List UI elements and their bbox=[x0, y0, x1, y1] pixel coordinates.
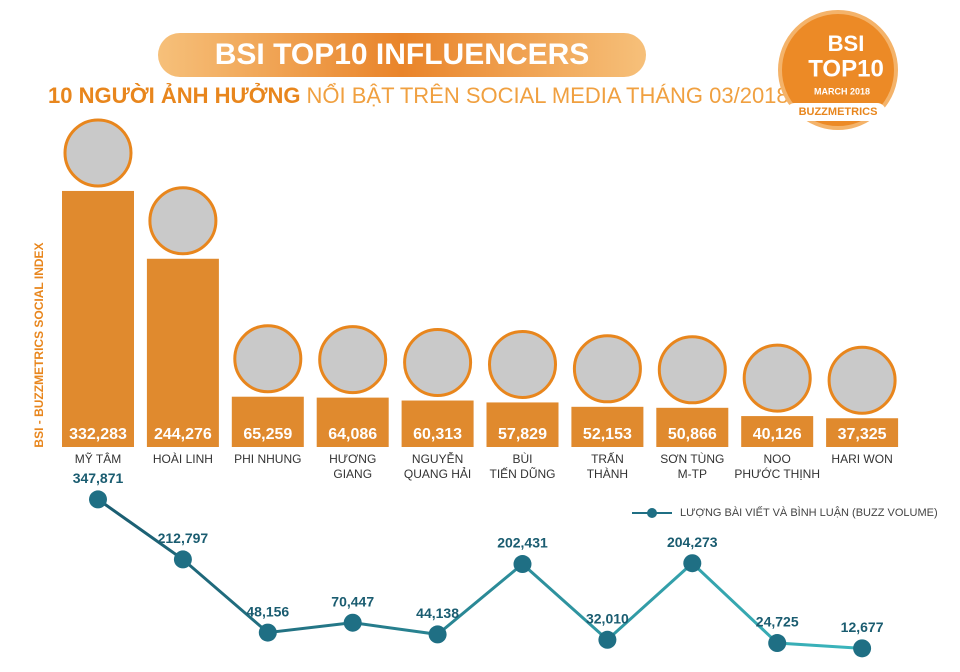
bar bbox=[571, 406, 644, 447]
line-value-label: 48,156 bbox=[246, 603, 289, 619]
photo bbox=[827, 345, 897, 415]
x-tick-label: HARI WON bbox=[831, 452, 892, 466]
title-pill bbox=[158, 33, 646, 77]
bar bbox=[656, 407, 729, 447]
value-label: 37,325 bbox=[838, 426, 887, 443]
line-value-label: 70,447 bbox=[331, 593, 374, 609]
photo bbox=[742, 343, 812, 413]
bar bbox=[826, 418, 899, 447]
x-tick-label: BÙI bbox=[512, 451, 532, 466]
legend-label: LƯỢNG BÀI VIẾT VÀ BÌNH LUẬN (BUZZ VOLUME… bbox=[680, 506, 938, 519]
photo bbox=[488, 329, 557, 399]
photo bbox=[657, 335, 727, 405]
line-marker bbox=[598, 630, 617, 649]
x-tick-label: MỸ TÂM bbox=[75, 451, 121, 466]
line-marker bbox=[89, 490, 107, 509]
line-value-label: 12,677 bbox=[841, 619, 884, 635]
value-label: 65,259 bbox=[243, 426, 292, 443]
line-marker bbox=[258, 623, 277, 642]
bar bbox=[62, 190, 134, 447]
x-tick-label: HƯƠNG bbox=[329, 452, 376, 466]
x-tick-label: PHI NHUNG bbox=[234, 452, 301, 466]
badge-text: TOP10 bbox=[808, 55, 884, 82]
badge-circle bbox=[778, 10, 898, 130]
photo bbox=[148, 186, 218, 256]
badge-text: MARCH 2018 bbox=[814, 86, 870, 96]
bar bbox=[741, 416, 814, 447]
value-label: 64,086 bbox=[328, 426, 377, 443]
value-label: 332,283 bbox=[69, 426, 127, 443]
x-tick-label: TIẾN DŨNG bbox=[490, 466, 556, 481]
legend-marker bbox=[647, 508, 657, 518]
bar bbox=[486, 402, 559, 447]
line-marker bbox=[173, 550, 192, 569]
x-tick-label: NOO bbox=[764, 452, 791, 466]
chart-subtitle: 10 NGƯỜI ẢNH HƯỞNG NỔI BẬT TRÊN SOCIAL ME… bbox=[48, 83, 789, 108]
x-tick-label: THÀNH bbox=[587, 466, 628, 481]
x-tick-label: SƠN TÙNG bbox=[660, 451, 724, 466]
line-value-label: 212,797 bbox=[158, 530, 209, 546]
value-label: 50,866 bbox=[668, 426, 717, 443]
photo bbox=[572, 334, 642, 404]
badge-text: BSI bbox=[828, 31, 865, 56]
value-label: 52,153 bbox=[583, 426, 632, 443]
badge-text: BUZZMETRICS bbox=[799, 106, 878, 118]
line-value-label: 202,431 bbox=[497, 535, 548, 551]
photo bbox=[233, 324, 303, 394]
x-tick-label: M-TP bbox=[678, 467, 707, 481]
line-value-label: 347,871 bbox=[73, 470, 124, 486]
x-tick-label: TRẤN bbox=[591, 451, 624, 466]
value-label: 244,276 bbox=[154, 426, 212, 443]
line-value-label: 32,010 bbox=[586, 610, 629, 626]
line-value-label: 44,138 bbox=[416, 605, 459, 621]
subtitle-part: 10 NGƯỜI ẢNH HƯỞNG bbox=[48, 83, 301, 108]
photo bbox=[63, 118, 133, 188]
line-marker bbox=[683, 554, 702, 573]
value-label: 60,313 bbox=[413, 426, 462, 443]
line-marker bbox=[428, 625, 447, 644]
line bbox=[97, 498, 863, 650]
photo bbox=[318, 325, 388, 395]
line-marker bbox=[853, 639, 872, 658]
y-axis-label: BSI - BUZZMETRICS SOCIAL INDEX bbox=[32, 242, 46, 447]
photo bbox=[403, 328, 473, 398]
x-tick-label: PHƯỚC THỊNH bbox=[734, 466, 820, 481]
bar bbox=[146, 258, 219, 447]
badge: BSI TOP10 MARCH 2018 BUZZMETRICS bbox=[778, 10, 898, 130]
x-tick-label: GIANG bbox=[333, 467, 372, 481]
chart-title: BSI TOP10 INFLUENCERS bbox=[215, 38, 590, 71]
line-value-label: 24,725 bbox=[756, 614, 799, 630]
x-tick-label: NGUYỄN bbox=[412, 451, 463, 466]
line-marker bbox=[513, 555, 532, 574]
line-marker bbox=[343, 613, 362, 632]
bar bbox=[231, 396, 304, 447]
badge-pill bbox=[786, 103, 886, 121]
x-tick-label: HOÀI LINH bbox=[153, 451, 213, 466]
value-label: 57,829 bbox=[498, 426, 547, 443]
line-value-label: 204,273 bbox=[667, 534, 718, 550]
line-marker bbox=[768, 634, 787, 653]
subtitle-part: NỔI BẬT TRÊN SOCIAL MEDIA THÁNG 03/2018 bbox=[307, 83, 789, 108]
x-tick-label: QUANG HẢI bbox=[404, 466, 471, 481]
bar bbox=[316, 397, 389, 447]
value-label: 40,126 bbox=[753, 426, 802, 443]
bar bbox=[401, 400, 474, 447]
